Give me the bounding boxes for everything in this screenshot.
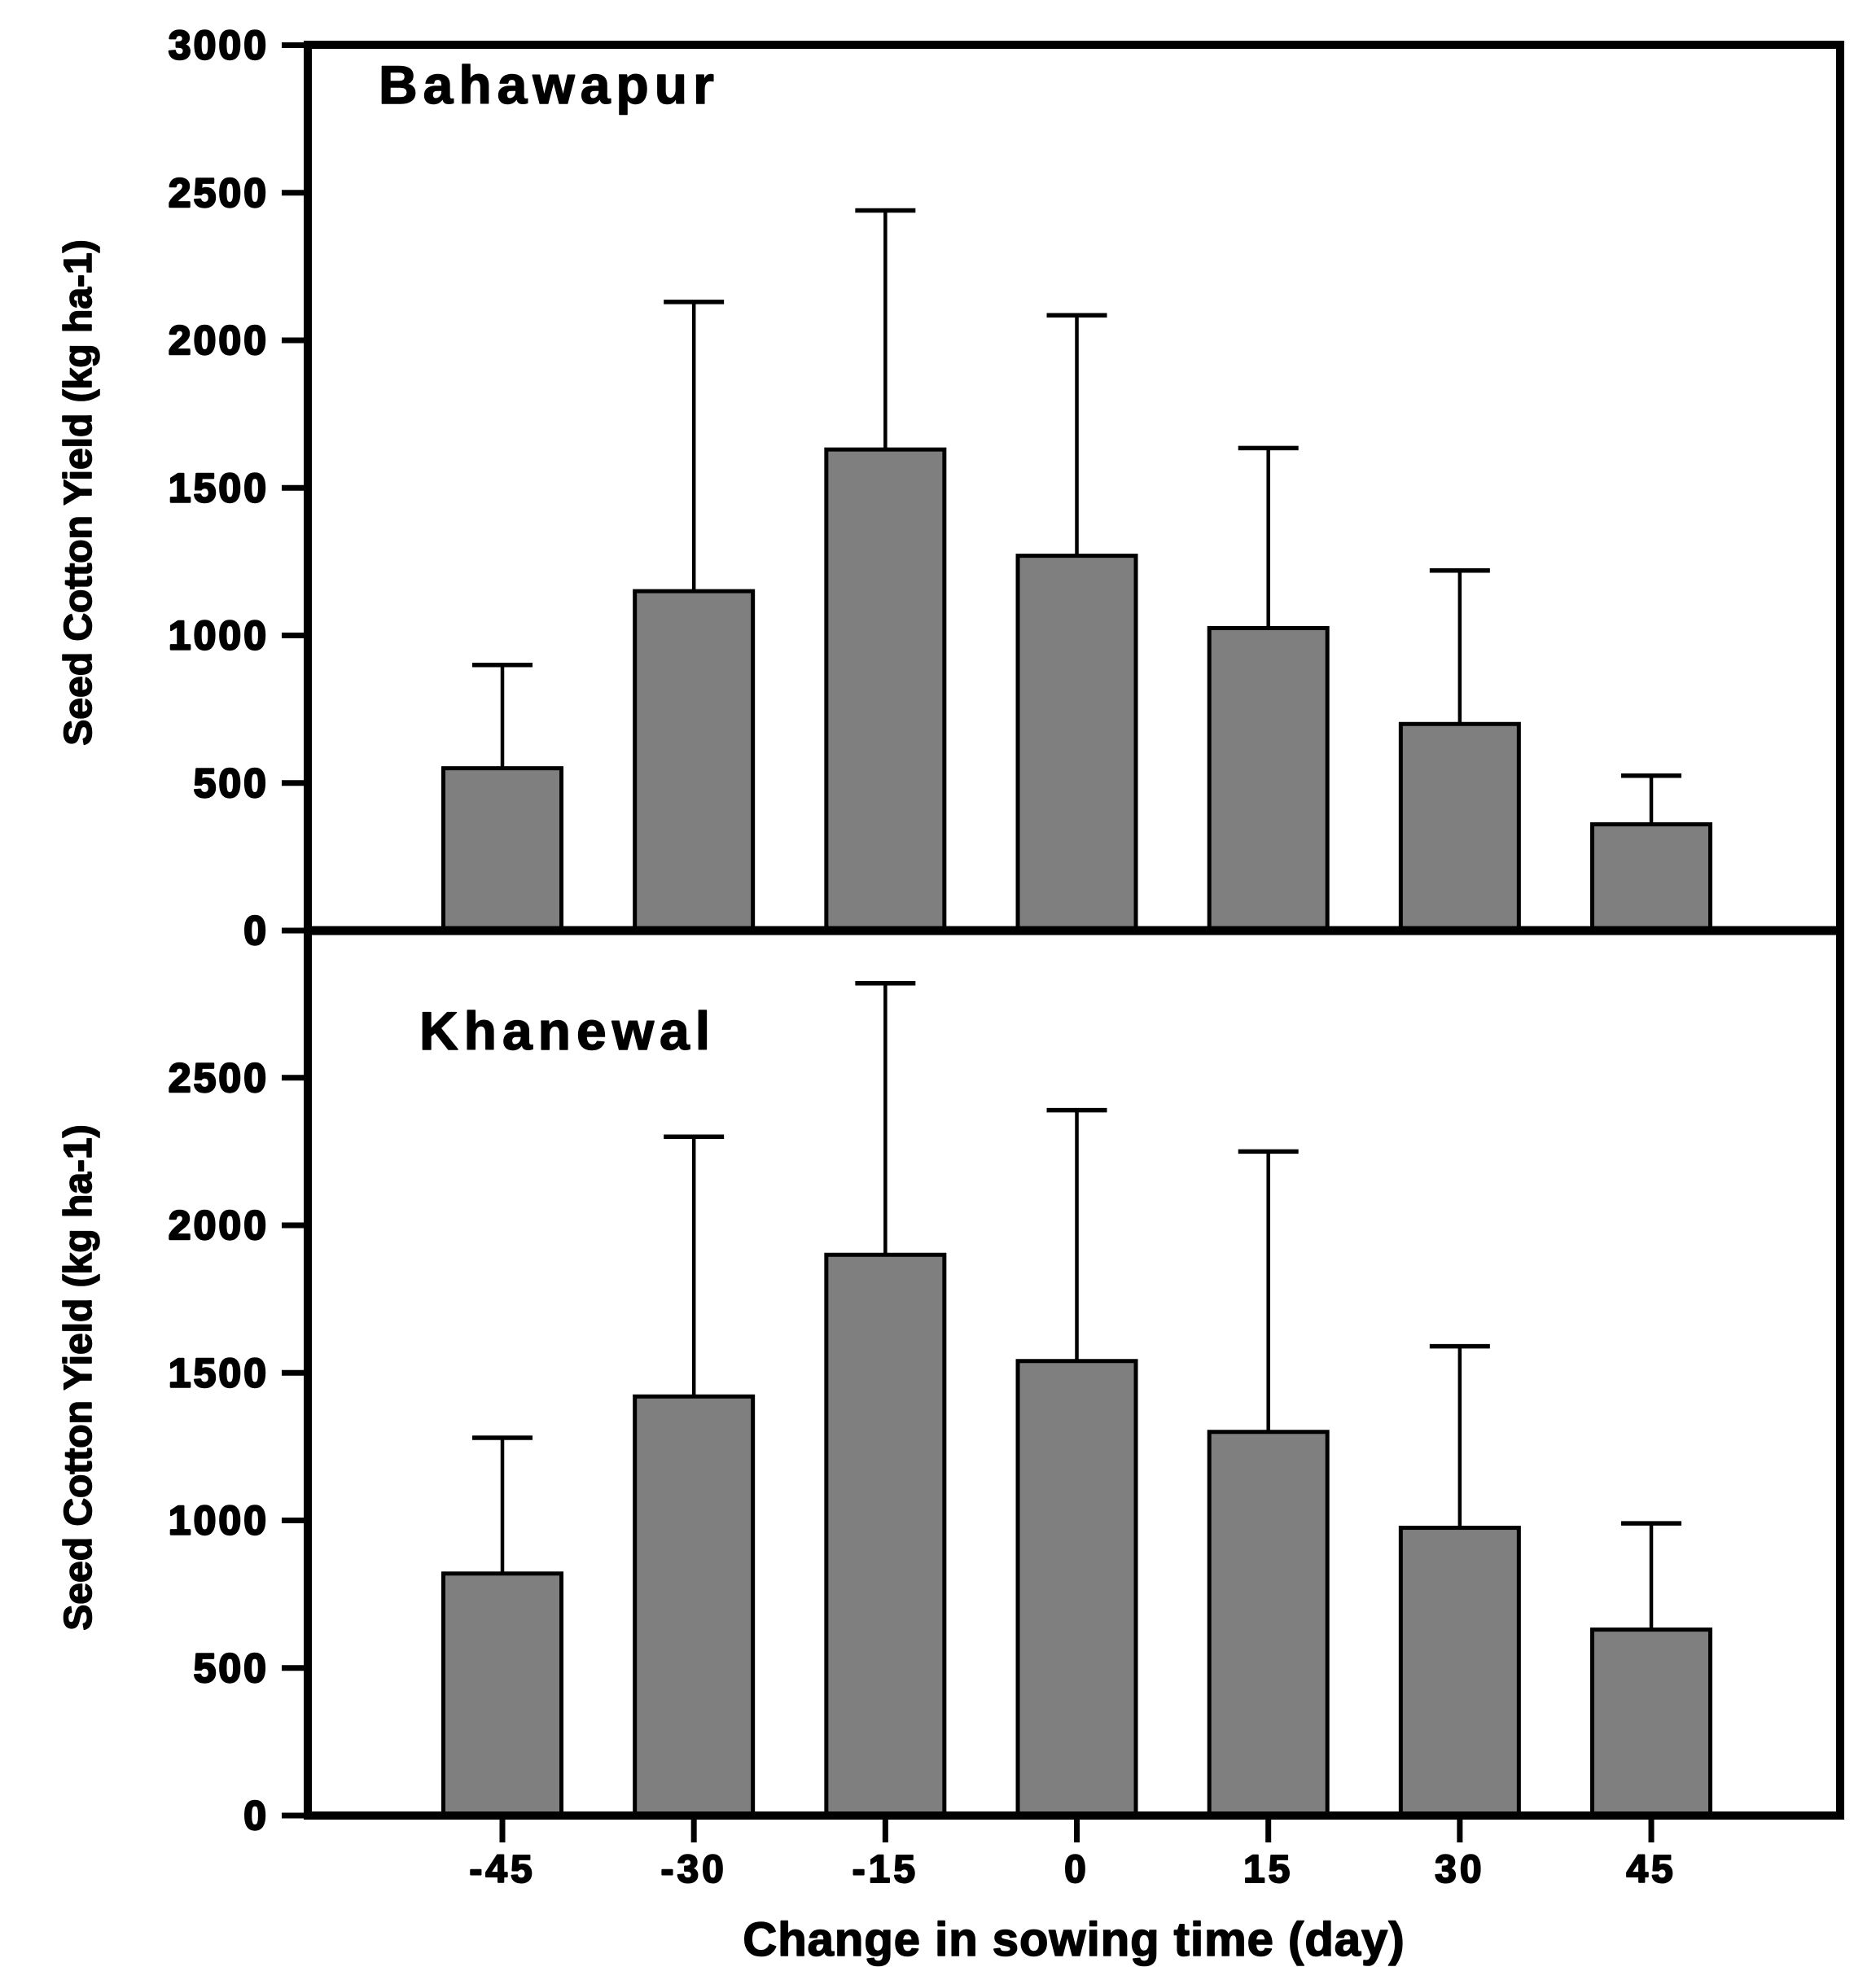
bar-khanewal--15 bbox=[824, 1252, 947, 1818]
bar-bahawapur--15 bbox=[824, 447, 947, 933]
y-tick-label: 2000 bbox=[169, 318, 269, 363]
y-axis-title: Seed Cotton Yield (kg ha-1) bbox=[57, 239, 100, 745]
y-tick-label: 1500 bbox=[169, 1350, 269, 1395]
bar-khanewal--30 bbox=[633, 1394, 756, 1818]
x-tick-label: 0 bbox=[1064, 1848, 1089, 1891]
bar-khanewal-15 bbox=[1207, 1430, 1330, 1818]
bar-khanewal-30 bbox=[1398, 1526, 1521, 1818]
x-tick-label: -30 bbox=[660, 1848, 726, 1891]
y-tick-label: 3000 bbox=[169, 23, 269, 68]
y-tick-label: 2000 bbox=[169, 1202, 269, 1248]
panel-title-khanewal: Khanewal bbox=[419, 1001, 716, 1061]
x-tick-label: 45 bbox=[1626, 1848, 1676, 1891]
y-tick-label: 1000 bbox=[169, 613, 269, 659]
x-tick-label: -15 bbox=[853, 1848, 918, 1891]
x-tick-label: 30 bbox=[1435, 1848, 1484, 1891]
y-tick-label: 1000 bbox=[169, 1498, 269, 1544]
bar-bahawapur--30 bbox=[633, 589, 756, 933]
x-tick-label: 15 bbox=[1243, 1848, 1293, 1891]
y-tick-label: 0 bbox=[243, 1793, 269, 1838]
x-tick-label: -45 bbox=[469, 1848, 535, 1891]
bar-khanewal--45 bbox=[441, 1571, 563, 1818]
panel-title-bahawapur: Bahawapur bbox=[379, 55, 720, 115]
x-axis-title: Change in sowing time (day) bbox=[743, 1913, 1405, 1966]
y-tick-label: 500 bbox=[194, 760, 269, 806]
y-tick-label: 0 bbox=[243, 908, 269, 953]
y-tick-label: 2500 bbox=[169, 1055, 269, 1101]
bar-bahawapur-15 bbox=[1207, 625, 1330, 933]
y-axis-title: Seed Cotton Yield (kg ha-1) bbox=[57, 1124, 100, 1630]
bar-bahawapur-30 bbox=[1398, 721, 1521, 933]
y-tick-label: 2500 bbox=[169, 170, 269, 216]
bar-khanewal-45 bbox=[1590, 1627, 1713, 1818]
y-tick-label: 1500 bbox=[169, 465, 269, 510]
bar-bahawapur-0 bbox=[1015, 554, 1138, 933]
bar-bahawapur-45 bbox=[1590, 822, 1713, 933]
bar-khanewal-0 bbox=[1015, 1359, 1138, 1818]
y-tick-label: 500 bbox=[194, 1645, 269, 1691]
bar-bahawapur--45 bbox=[441, 766, 563, 933]
